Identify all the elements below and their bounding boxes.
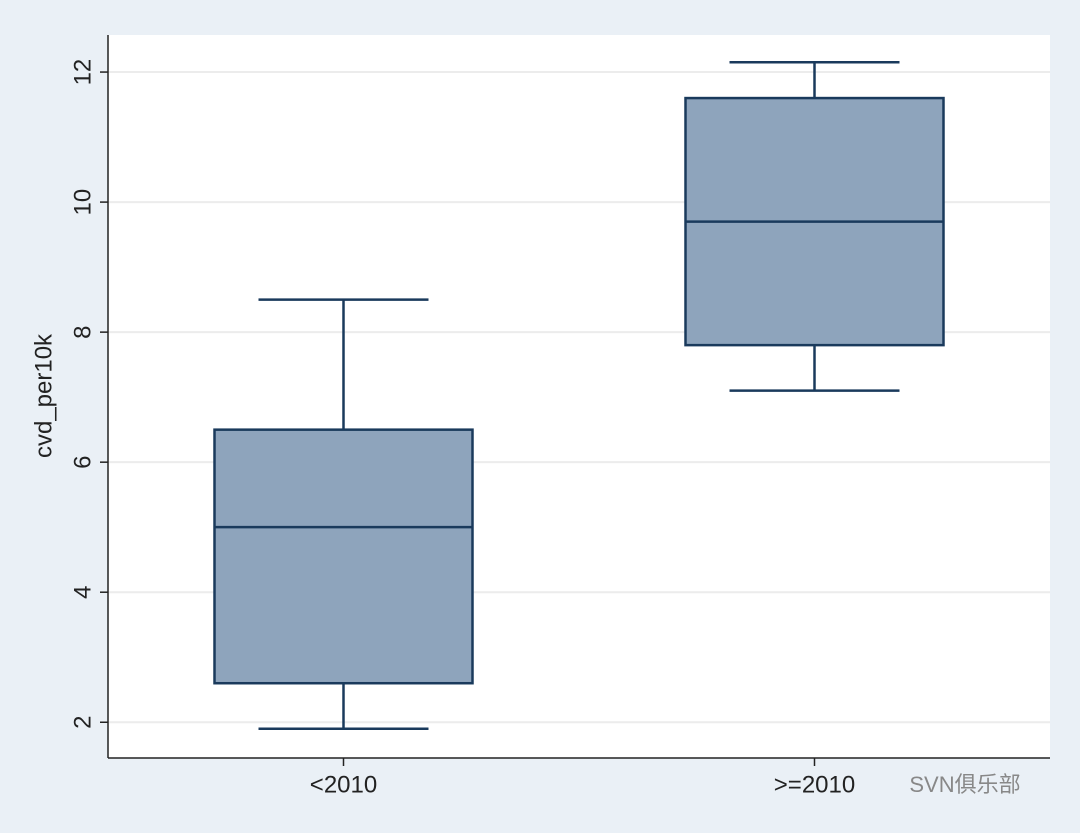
y-tick-label: 2 [69,716,96,729]
y-tick-label: 8 [69,325,96,338]
y-tick-label: 6 [69,455,96,468]
y-tick-label: 10 [69,189,96,216]
x-tick-label: <2010 [310,771,377,798]
watermark: SVN俱乐部 [909,772,1020,797]
y-axis-label: cvd_per10k [30,333,57,458]
x-tick-label: >=2010 [774,771,855,798]
y-tick-label: 12 [69,59,96,86]
box [213,428,474,685]
y-tick-label: 4 [69,586,96,599]
